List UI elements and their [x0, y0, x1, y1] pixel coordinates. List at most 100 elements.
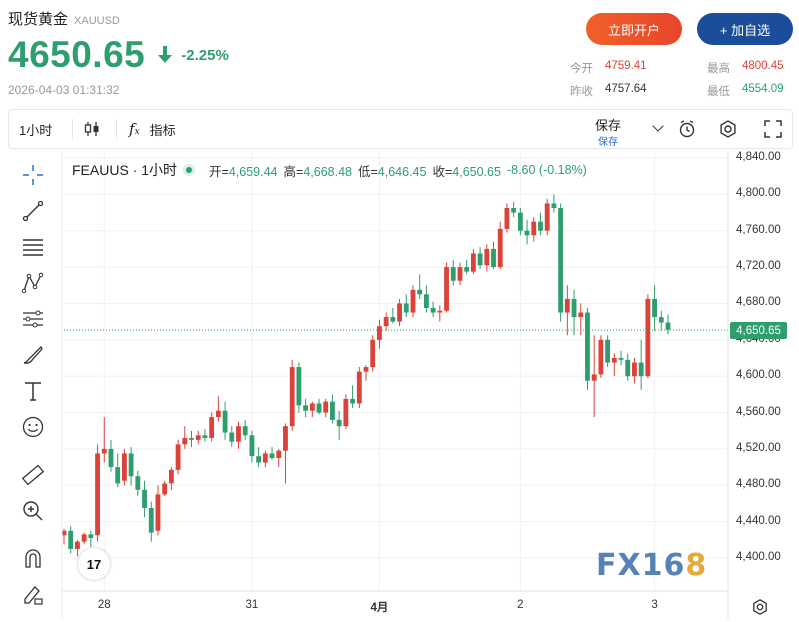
ohlc-legend: FEAUUS · 1小时 开=4,659.44 高=4,668.48 低=4,6… [72, 160, 587, 180]
save-button[interactable]: 保存 保存 [595, 115, 621, 148]
candle-body [591, 374, 597, 381]
timestamp: 2026-04-03 01:31:32 [8, 83, 120, 97]
candle-body [283, 426, 288, 451]
candle-body [336, 419, 342, 427]
candle-body [175, 444, 181, 470]
candle-body [658, 317, 664, 323]
candle-body [215, 410, 221, 418]
candle-body [276, 450, 282, 458]
function-icon: fx [129, 120, 140, 138]
y-tick-label: 4,520.00 [736, 441, 781, 454]
candle-body [189, 438, 194, 440]
save-label: 保存 [595, 118, 622, 133]
chart-toolbar: 1小时 fx 指标 保存 保存 [8, 109, 793, 149]
indicators-button[interactable]: fx 指标 [129, 110, 176, 148]
candle-body [155, 494, 161, 531]
emoji-icon[interactable] [20, 414, 46, 440]
y-tick-label: 4,600.00 [736, 369, 781, 382]
candle-body [81, 534, 87, 542]
candle-body [202, 435, 208, 438]
stat-today-open: 今开 4759.41 [570, 60, 647, 76]
toolbar-divider [116, 119, 117, 139]
candle-body [457, 267, 463, 281]
candle-body [423, 294, 429, 308]
x-tick-label: 28 [97, 599, 111, 611]
x-tick-label: 4月 [370, 602, 389, 614]
candle-body [350, 398, 355, 404]
chevron-down-icon[interactable] [652, 120, 664, 132]
candle-body [470, 253, 476, 272]
candle-body [108, 448, 114, 468]
stat-label: 最低 [707, 86, 730, 98]
stat-prev-close: 昨收 4757.64 [570, 83, 647, 99]
candle-body [229, 432, 235, 442]
legend-open: 开=4,659.44 [209, 164, 278, 179]
stat-value: 4800.45 [742, 60, 784, 72]
fib-lines-icon[interactable] [20, 234, 46, 260]
alert-clock-icon[interactable] [677, 110, 697, 148]
candle-body [504, 208, 510, 229]
magnet-icon[interactable] [20, 546, 46, 572]
price-row: 4650.65 -2.25% [8, 34, 229, 76]
current-price: 4650.65 [8, 34, 146, 75]
interval-selector[interactable]: 1小时 [19, 122, 53, 138]
candle-body [383, 317, 389, 327]
candle-body [356, 371, 362, 404]
candle-body [115, 467, 121, 484]
stat-value: 4759.41 [605, 60, 647, 72]
candle-body [262, 453, 268, 463]
candle-body [148, 508, 154, 533]
indicators-label: 指标 [149, 122, 176, 138]
text-tool-icon[interactable] [20, 378, 46, 404]
legend-close: 收=4,650.65 [432, 164, 501, 179]
fullscreen-icon[interactable] [763, 110, 783, 148]
candle-body [121, 453, 127, 481]
candle-body [142, 489, 147, 508]
candle-body [417, 289, 423, 295]
candle-body [316, 403, 322, 413]
candle-body [75, 541, 80, 549]
stat-value: 4554.09 [742, 83, 784, 95]
crosshair-icon[interactable] [20, 162, 46, 188]
open-account-button[interactable]: 立即开户 [586, 13, 682, 45]
candle-body [410, 289, 416, 313]
candle-body [363, 367, 369, 372]
candle-body [303, 405, 309, 411]
candle-body [68, 530, 74, 549]
legend-high: 高=4,668.48 [283, 164, 352, 179]
candle-body [296, 367, 302, 406]
forecast-icon[interactable] [20, 306, 46, 332]
candle-body [652, 298, 657, 318]
y-tick-label: 4,840.00 [736, 151, 781, 163]
candle-body [397, 303, 402, 322]
candle-body [330, 401, 335, 420]
candlestick-type-icon[interactable] [83, 110, 101, 148]
add-watchlist-button[interactable]: + 加自选 [697, 13, 793, 45]
save-sublabel: 保存 [598, 137, 618, 148]
fx168-watermark: FX168 [596, 548, 708, 583]
candle-body [88, 534, 94, 538]
brush-icon[interactable] [20, 342, 46, 368]
chart-grid [64, 150, 728, 591]
lock-draw-icon[interactable] [20, 582, 46, 608]
candle-body [524, 230, 530, 236]
candle-body [128, 453, 134, 477]
candle-body [632, 362, 637, 377]
legend-symbol: FEAUUS · 1小时 [72, 162, 178, 178]
y-tick-label: 4,560.00 [736, 405, 781, 418]
candle-body [551, 203, 557, 208]
candle-body [95, 453, 100, 536]
ruler-icon[interactable] [20, 462, 46, 488]
tradingview-logo[interactable]: 17 [78, 548, 110, 580]
settings-gear-icon[interactable] [718, 110, 738, 148]
zoom-in-icon[interactable] [20, 498, 46, 524]
chart-settings-gear-icon[interactable] [751, 598, 769, 621]
candle-body [491, 248, 496, 268]
candle-body [249, 435, 255, 457]
stat-label: 今开 [570, 63, 593, 75]
trendline-icon[interactable] [20, 198, 46, 224]
pattern-icon[interactable] [20, 270, 46, 296]
candle-body [343, 398, 349, 427]
candle-body [450, 267, 456, 281]
